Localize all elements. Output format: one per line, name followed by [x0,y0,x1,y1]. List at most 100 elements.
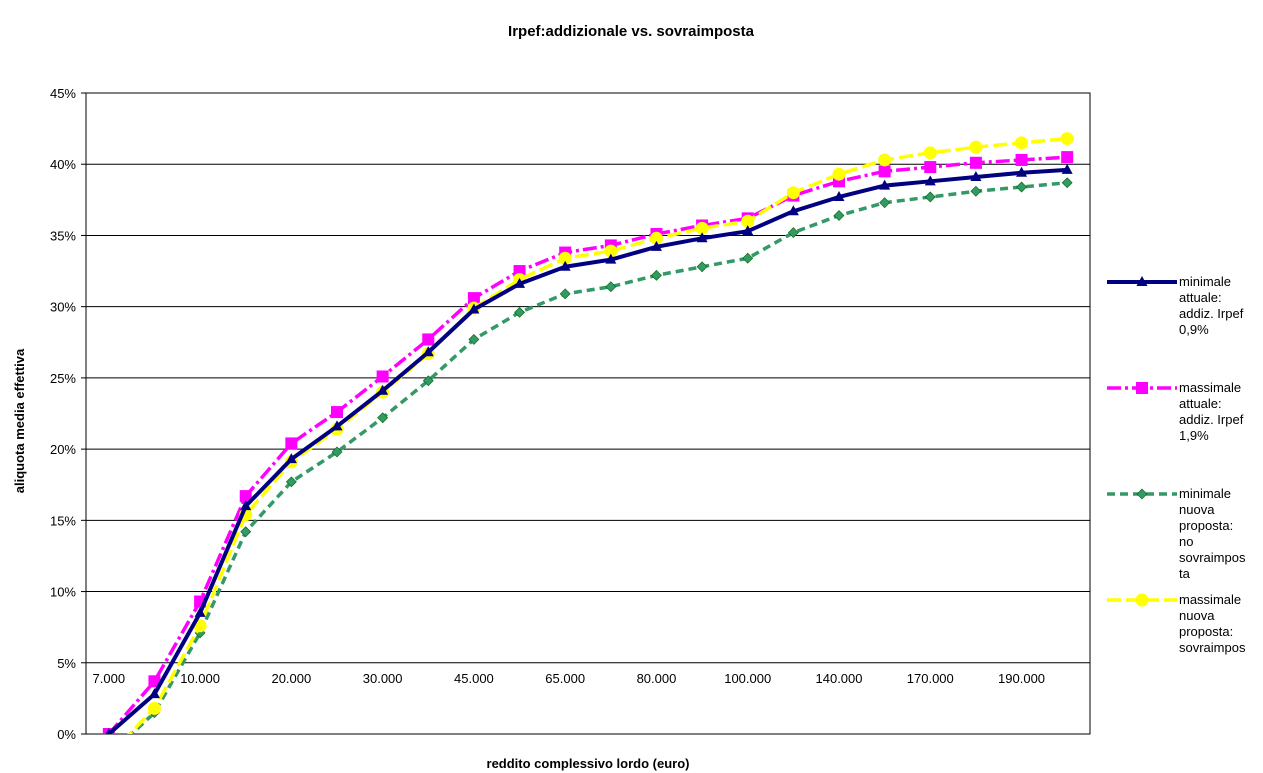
data-point [696,261,708,273]
data-point [878,153,892,167]
series-line [129,180,1068,734]
data-point [376,370,389,383]
legend-label-line: attuale: [1179,290,1222,305]
legend-swatch-marker [1136,276,1148,286]
data-point [787,205,799,216]
y-tick-label: 35% [50,228,76,243]
plot-border [85,92,1091,735]
data-point [285,453,297,464]
data-point [605,281,617,293]
data-point [240,526,252,538]
data-point [970,185,982,197]
data-point [331,446,343,458]
data-point [787,227,799,239]
plot-area: 0% 5% 10% 15% 20% 25% 30% 35% 40% 45% 7.000 10.000 2… [50,86,1091,762]
x-axis-label: reddito complessivo lordo (euro) [487,756,690,771]
data-point [879,179,891,190]
data-point [1061,177,1073,189]
data-point [924,191,936,203]
data-point [786,186,800,200]
legend: minimale attuale: addiz. Irpef 0,9% massimal… [1107,274,1246,655]
data-point [1016,181,1027,193]
legend-label-line: addiz. Irpef [1179,306,1244,321]
data-point [742,252,754,264]
data-point [969,156,982,169]
y-tick-label: 5% [57,656,76,671]
data-point [559,260,571,271]
data-point [1061,151,1074,164]
legend-label-line: proposta: [1179,518,1233,533]
data-point [285,437,298,450]
data-point [377,384,389,395]
y-tick-label: 45% [50,86,76,101]
data-point [240,500,252,511]
legend-label-line: massimale [1179,592,1241,607]
data-point [969,140,983,154]
data-point [1015,136,1029,150]
legend-label: massimale attuale: addiz. Irpef 1,9% [1179,380,1244,443]
data-point [148,688,160,699]
data-point [742,225,754,236]
chart-title: Irpef:addizionale vs. sovraimposta [508,23,755,40]
data-point [514,306,525,318]
legend-label-line: sovraimpos [1179,640,1246,655]
data-point [878,165,891,178]
data-point [970,171,982,182]
legend-label: massimale nuova proposta: sovraimpos [1179,592,1246,655]
legend-label-line: massimale [1179,380,1241,395]
data-point [422,333,435,346]
legend-label: minimale attuale: addiz. Irpef 0,9% [1179,274,1244,337]
data-point [514,277,526,288]
x-tick-label: 65.000 [545,671,585,686]
y-tick-label: 0% [57,727,76,742]
data-point [377,412,389,424]
x-tick-label: 20.000 [271,671,311,686]
legend-label-line: nuova [1179,502,1215,517]
legend-label: minimale nuova proposta: no sovraimpos ta [1179,486,1246,581]
data-point [559,288,571,300]
legend-label-line: 1,9% [1179,428,1209,443]
data-point [651,269,662,281]
y-tick-label: 10% [50,585,76,600]
x-tick-label: 7.000 [93,671,126,686]
y-tick-label: 25% [50,371,76,386]
data-point [102,749,115,762]
legend-swatch-marker [1136,382,1148,394]
y-tick-label: 20% [50,442,76,457]
legend-label-line: nuova [1179,608,1215,623]
data-point [833,190,845,201]
x-tick-label: 190.000 [998,671,1045,686]
data-point [605,253,617,264]
data-point [285,476,297,488]
legend-swatch-marker [1135,593,1149,607]
x-tick-label: 170.000 [907,671,954,686]
legend-label-line: addiz. Irpef [1179,412,1244,427]
data-point [1061,163,1073,174]
series-1 [105,163,1073,734]
data-point [194,606,206,617]
series-line [127,136,1068,734]
data-point [1015,153,1028,166]
x-tick-label: 100.000 [724,671,771,686]
y-axis-label: aliquota media effettiva [12,348,27,493]
data-point [331,420,343,431]
data-point [468,334,480,345]
data-point [604,244,618,258]
data-point [923,146,937,160]
legend-label-line: attuale: [1179,396,1222,411]
plot-background [86,93,1090,734]
data-point [105,728,113,734]
data-point [422,375,434,387]
series-line [107,155,1068,734]
data-point [148,675,161,688]
y-tick-label: 40% [50,157,76,172]
data-point [924,161,937,174]
data-point [331,406,343,419]
x-tick-label: 30.000 [363,671,403,686]
legend-label-line: sovraimpos [1179,550,1246,565]
legend-swatch-marker [1136,488,1148,500]
legend-label-line: no [1179,534,1193,549]
y-tick-label: 15% [50,513,76,528]
data-point [422,346,434,357]
